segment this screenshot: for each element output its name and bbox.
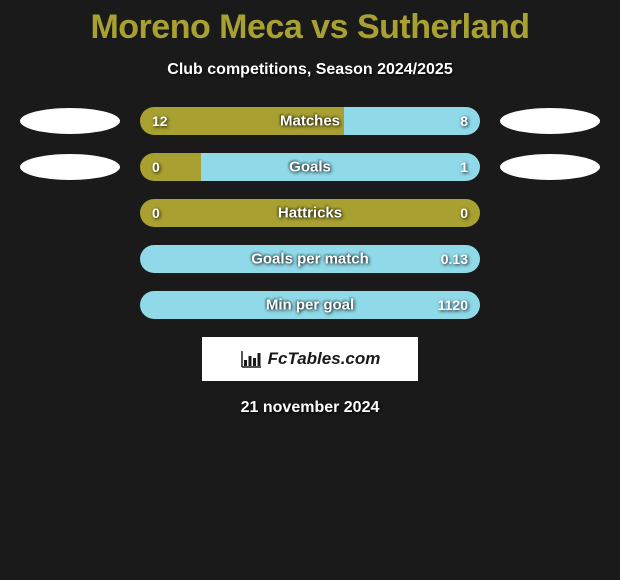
stat-row: 12 Matches 8 bbox=[0, 107, 620, 135]
date-text: 21 november 2024 bbox=[0, 399, 620, 417]
infographic-container: Moreno Meca vs Sutherland Club competiti… bbox=[0, 0, 620, 417]
stat-label: Hattricks bbox=[278, 205, 342, 222]
stat-value-left: 0 bbox=[152, 205, 160, 221]
player1-ellipse bbox=[20, 108, 120, 134]
player2-ellipse bbox=[500, 108, 600, 134]
brand-inner: FcTables.com bbox=[240, 349, 381, 369]
stat-label: Goals bbox=[289, 159, 331, 176]
stat-value-right: 8 bbox=[460, 113, 468, 129]
stat-bar: Goals per match 0.13 bbox=[140, 245, 480, 273]
brand-badge: FcTables.com bbox=[202, 337, 418, 381]
stat-row: Goals per match 0.13 bbox=[0, 245, 620, 273]
subtitle: Club competitions, Season 2024/2025 bbox=[0, 61, 620, 79]
stat-label: Goals per match bbox=[251, 251, 369, 268]
stat-label: Min per goal bbox=[266, 297, 354, 314]
player2-ellipse bbox=[500, 154, 600, 180]
stat-value-left: 0 bbox=[152, 159, 160, 175]
stat-value-right: 1 bbox=[460, 159, 468, 175]
bar-segment-player2 bbox=[201, 153, 480, 181]
page-title: Moreno Meca vs Sutherland bbox=[0, 8, 620, 47]
stat-value-left: 12 bbox=[152, 113, 168, 129]
player1-ellipse bbox=[20, 154, 120, 180]
brand-text: FcTables.com bbox=[268, 349, 381, 369]
stat-bar: Min per goal 1120 bbox=[140, 291, 480, 319]
stat-bar: 0 Hattricks 0 bbox=[140, 199, 480, 227]
stat-row: 0 Hattricks 0 bbox=[0, 199, 620, 227]
stat-value-right: 0.13 bbox=[441, 251, 468, 267]
stats-list: 12 Matches 8 0 Goals 1 0 Hattricks 0 Goals per ma… bbox=[0, 107, 620, 319]
stat-value-right: 1120 bbox=[438, 297, 468, 313]
stat-row: 0 Goals 1 bbox=[0, 153, 620, 181]
stat-row: Min per goal 1120 bbox=[0, 291, 620, 319]
bar-segment-player1 bbox=[140, 153, 201, 181]
stat-bar: 0 Goals 1 bbox=[140, 153, 480, 181]
stat-value-right: 0 bbox=[460, 205, 468, 221]
bar-chart-icon bbox=[240, 350, 262, 368]
stat-label: Matches bbox=[280, 113, 340, 130]
stat-bar: 12 Matches 8 bbox=[140, 107, 480, 135]
